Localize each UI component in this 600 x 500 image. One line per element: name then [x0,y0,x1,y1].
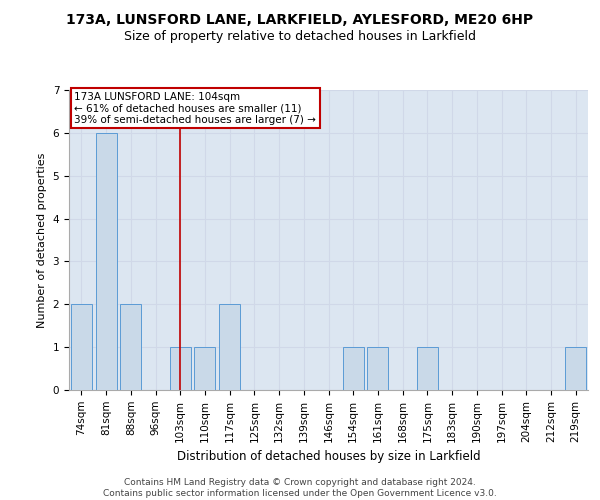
Bar [170,347,191,390]
Text: 173A LUNSFORD LANE: 104sqm
← 61% of detached houses are smaller (11)
39% of semi: 173A LUNSFORD LANE: 104sqm ← 61% of deta… [74,92,316,124]
Text: 173A, LUNSFORD LANE, LARKFIELD, AYLESFORD, ME20 6HP: 173A, LUNSFORD LANE, LARKFIELD, AYLESFOR… [67,12,533,26]
X-axis label: Distribution of detached houses by size in Larkfield: Distribution of detached houses by size … [176,450,481,463]
Text: Contains HM Land Registry data © Crown copyright and database right 2024.
Contai: Contains HM Land Registry data © Crown c… [103,478,497,498]
Bar [367,347,388,390]
Bar [417,347,438,390]
Y-axis label: Number of detached properties: Number of detached properties [37,152,47,328]
Bar [95,133,116,390]
Bar [343,347,364,390]
Text: Size of property relative to detached houses in Larkfield: Size of property relative to detached ho… [124,30,476,43]
Bar [120,304,141,390]
Bar [71,304,92,390]
Bar [194,347,215,390]
Bar [219,304,240,390]
Bar [565,347,586,390]
